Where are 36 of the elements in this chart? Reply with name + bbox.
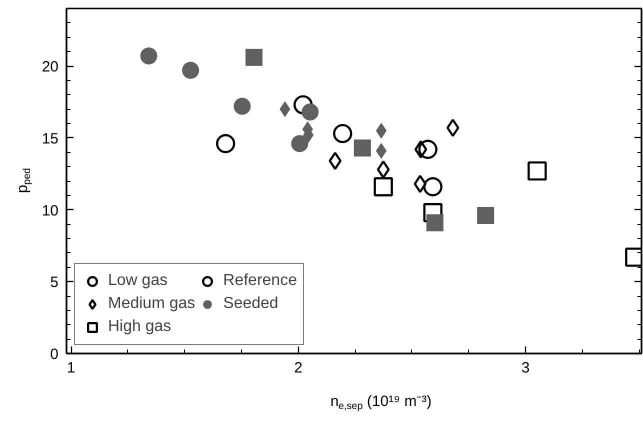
x-tick-label: 3 bbox=[521, 360, 530, 376]
point bbox=[374, 177, 393, 196]
point bbox=[528, 161, 547, 181]
y-tick-label: 0 bbox=[50, 346, 58, 363]
legend-label: High gas bbox=[108, 318, 172, 336]
point bbox=[477, 207, 494, 224]
point bbox=[376, 160, 390, 179]
point bbox=[216, 134, 236, 154]
legend-label: Low gas bbox=[108, 272, 168, 290]
point bbox=[140, 47, 158, 64]
point bbox=[246, 48, 262, 66]
y-tick-label: 15 bbox=[42, 130, 59, 148]
point bbox=[414, 174, 427, 193]
x-tick-label: 1 bbox=[66, 360, 76, 376]
point bbox=[354, 139, 371, 156]
point bbox=[182, 62, 200, 79]
point bbox=[414, 140, 428, 158]
point bbox=[328, 152, 342, 170]
point bbox=[291, 135, 308, 152]
point bbox=[446, 118, 460, 137]
point bbox=[333, 124, 352, 144]
y-axis-title: pped bbox=[14, 168, 33, 194]
annotation: Reference bbox=[223, 272, 297, 290]
point bbox=[293, 95, 313, 114]
point bbox=[423, 177, 442, 196]
point bbox=[302, 104, 319, 120]
point bbox=[426, 214, 444, 232]
point bbox=[423, 203, 442, 222]
y-tick-label: 10 bbox=[42, 202, 59, 220]
point bbox=[418, 140, 438, 159]
y-tick-label: 20 bbox=[42, 58, 59, 76]
x-tick-label: 2 bbox=[294, 360, 302, 376]
legend-label: Medium gas bbox=[108, 295, 196, 313]
legend-label: Seeded bbox=[223, 295, 278, 313]
y-tick-label: 5 bbox=[50, 274, 58, 292]
point bbox=[234, 98, 251, 115]
